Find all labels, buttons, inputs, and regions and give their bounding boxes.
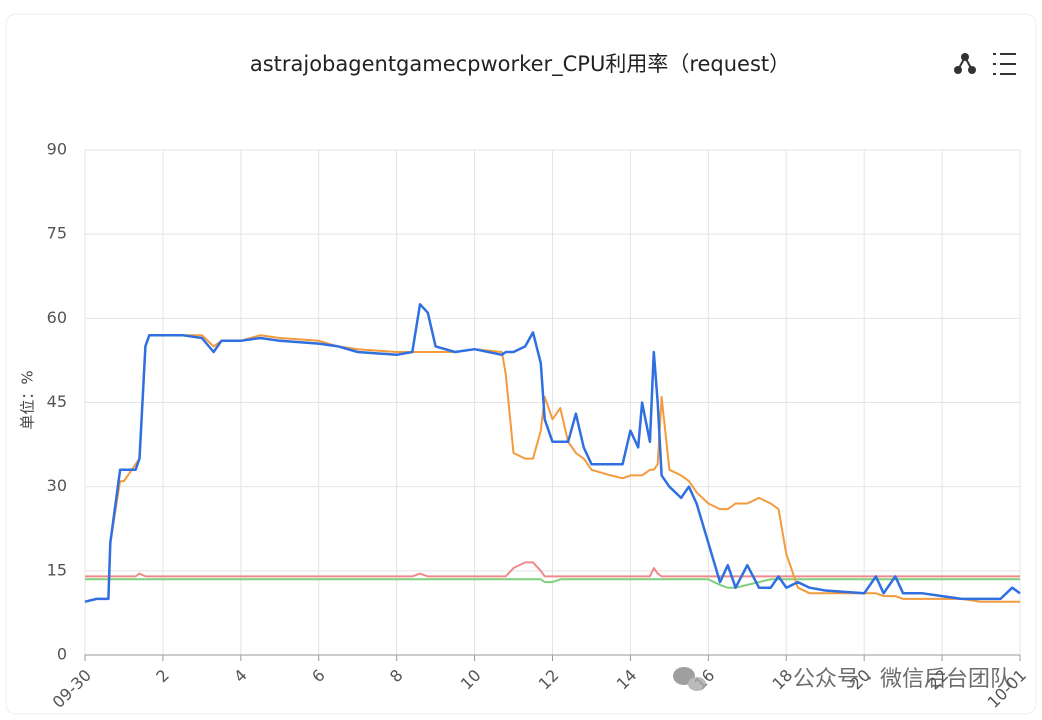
y-tick-label: 15 bbox=[47, 560, 67, 579]
series-line bbox=[85, 561, 1020, 578]
series-line bbox=[85, 578, 1020, 589]
y-tick-label: 75 bbox=[47, 224, 67, 243]
series-line bbox=[84, 334, 1020, 603]
y-tick-label: 60 bbox=[47, 308, 67, 327]
list-icon[interactable] bbox=[993, 53, 1016, 75]
y-axis-label: 单位：% bbox=[19, 370, 37, 429]
y-tick-label: 45 bbox=[47, 392, 67, 411]
wechat-icon bbox=[673, 667, 706, 691]
series-line bbox=[84, 303, 1021, 603]
card bbox=[5, 13, 1037, 715]
y-tick-label: 90 bbox=[47, 140, 67, 159]
tree-icon[interactable] bbox=[954, 53, 976, 74]
y-tick-label: 0 bbox=[57, 645, 67, 664]
y-tick-label: 30 bbox=[47, 476, 67, 495]
watermark: 公众号 · 微信后台团队 bbox=[793, 667, 1012, 692]
chart-title: astrajobagentgamecpworker_CPU利用率（request… bbox=[250, 52, 790, 77]
